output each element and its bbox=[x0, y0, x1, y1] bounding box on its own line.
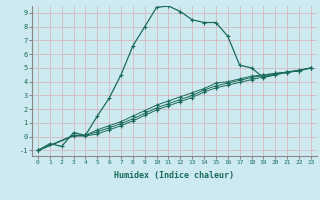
X-axis label: Humidex (Indice chaleur): Humidex (Indice chaleur) bbox=[115, 171, 234, 180]
